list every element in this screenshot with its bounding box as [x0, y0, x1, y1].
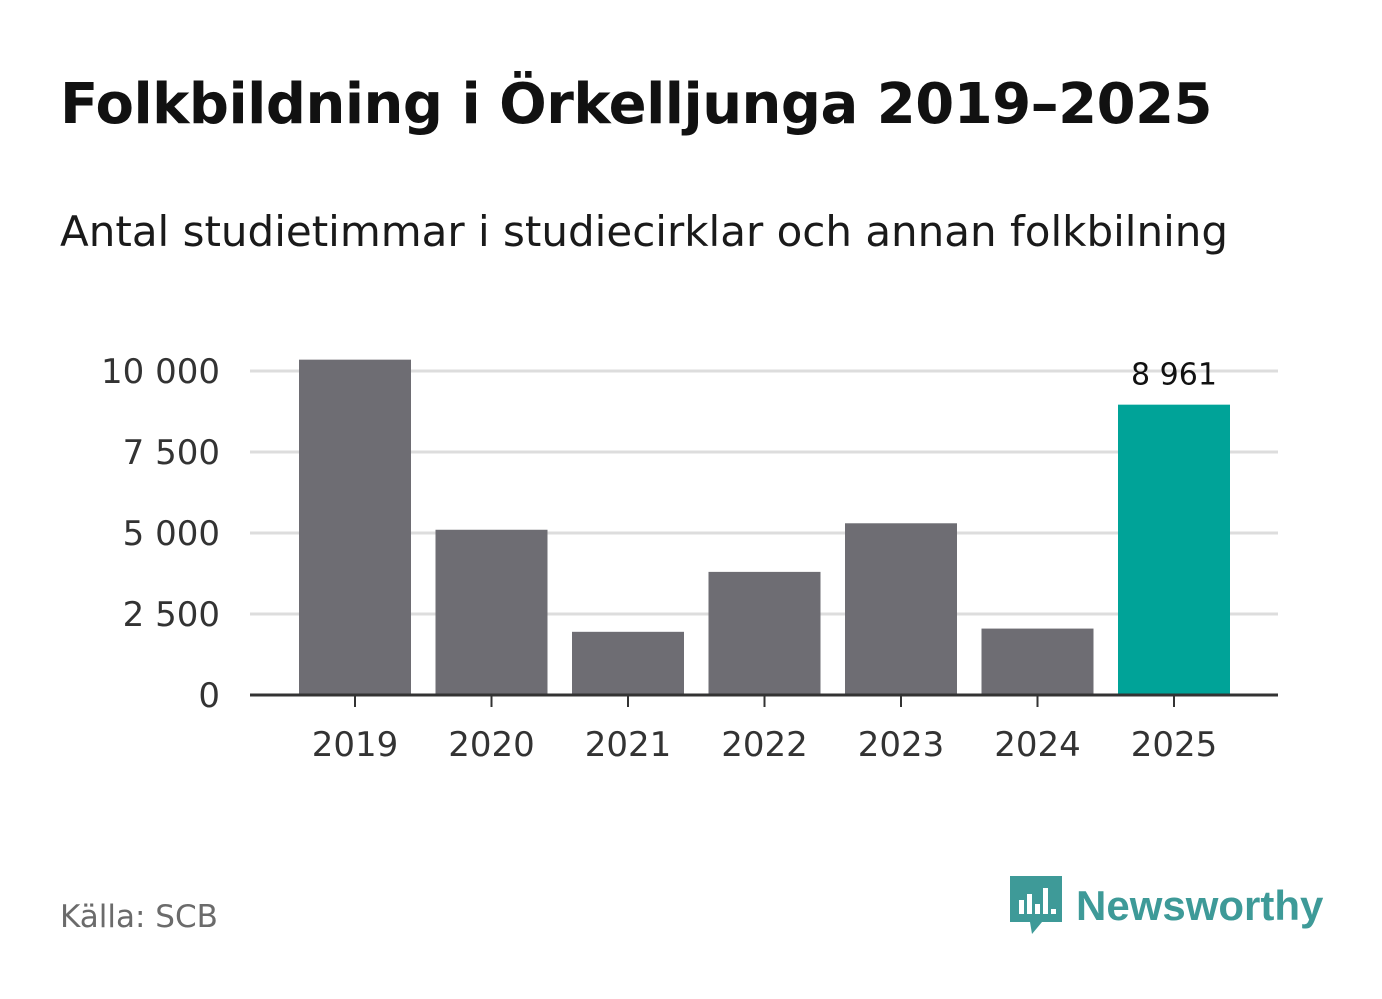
x-tick-label: 2025 — [1131, 725, 1218, 765]
y-tick-label: 0 — [198, 676, 220, 716]
bar-2020 — [435, 529, 548, 695]
chart-subtitle: Antal studietimmar i studiecirklar och a… — [60, 207, 1229, 256]
bar-2023 — [845, 523, 957, 695]
bar-2021 — [572, 631, 684, 695]
bar-2019 — [299, 359, 411, 695]
newsworthy-logo-icon — [1010, 876, 1062, 934]
y-tick-label: 2 500 — [123, 595, 220, 635]
y-tick-label: 10 000 — [101, 352, 220, 392]
x-tick-label: 2022 — [721, 725, 808, 765]
brand-name: Newsworthy — [1076, 882, 1324, 929]
brand-logo: Newsworthy — [1010, 876, 1323, 936]
y-tick-label: 5 000 — [123, 514, 220, 554]
source-note: Källa: SCB — [60, 899, 218, 935]
bar-2025 — [1118, 404, 1230, 695]
data-label: 8 961 — [1131, 358, 1217, 393]
x-tick-label: 2020 — [448, 725, 535, 765]
y-tick-label: 7 500 — [123, 433, 220, 473]
x-tick-label: 2021 — [585, 725, 672, 765]
bar-2022 — [708, 571, 821, 695]
x-tick-label: 2019 — [312, 725, 399, 765]
chart-title: Folkbildning i Örkelljunga 2019–2025 — [60, 72, 1213, 137]
bar-2024 — [981, 628, 1094, 695]
x-tick-label: 2023 — [858, 725, 945, 765]
x-tick-label: 2024 — [994, 725, 1081, 765]
